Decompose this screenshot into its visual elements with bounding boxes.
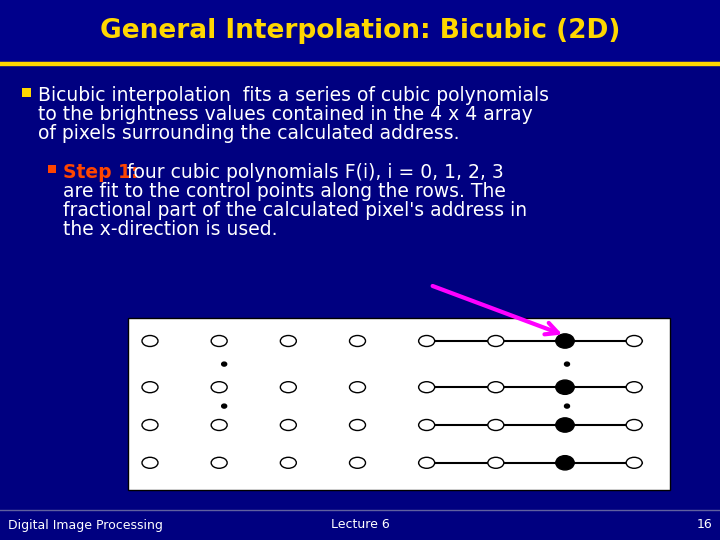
Ellipse shape bbox=[280, 335, 297, 347]
Ellipse shape bbox=[418, 335, 435, 347]
Ellipse shape bbox=[488, 382, 504, 393]
Bar bbox=[22, 88, 31, 97]
Text: fractional part of the calculated pixel's address in: fractional part of the calculated pixel'… bbox=[63, 201, 527, 220]
Bar bbox=[128, 318, 670, 490]
Text: Step 1:: Step 1: bbox=[63, 163, 138, 182]
Ellipse shape bbox=[556, 456, 575, 470]
Ellipse shape bbox=[211, 335, 228, 347]
Ellipse shape bbox=[626, 457, 642, 468]
Ellipse shape bbox=[142, 382, 158, 393]
Ellipse shape bbox=[564, 362, 570, 366]
Ellipse shape bbox=[488, 457, 504, 468]
Ellipse shape bbox=[556, 334, 575, 348]
Ellipse shape bbox=[626, 335, 642, 347]
Ellipse shape bbox=[488, 420, 504, 430]
Ellipse shape bbox=[564, 404, 570, 408]
Ellipse shape bbox=[142, 457, 158, 468]
Text: are fit to the control points along the rows. The: are fit to the control points along the … bbox=[63, 182, 506, 201]
Text: to the brightness values contained in the 4 x 4 array: to the brightness values contained in th… bbox=[38, 105, 533, 124]
Ellipse shape bbox=[142, 420, 158, 430]
Text: Bicubic interpolation  fits a series of cubic polynomials: Bicubic interpolation fits a series of c… bbox=[38, 86, 549, 105]
Ellipse shape bbox=[211, 382, 228, 393]
Ellipse shape bbox=[418, 382, 435, 393]
Ellipse shape bbox=[418, 457, 435, 468]
Ellipse shape bbox=[280, 457, 297, 468]
Ellipse shape bbox=[211, 457, 228, 468]
Ellipse shape bbox=[349, 420, 366, 430]
Text: General Interpolation: Bicubic (2D): General Interpolation: Bicubic (2D) bbox=[100, 18, 620, 44]
Ellipse shape bbox=[626, 382, 642, 393]
Text: the x-direction is used.: the x-direction is used. bbox=[63, 220, 277, 239]
Ellipse shape bbox=[280, 420, 297, 430]
Ellipse shape bbox=[211, 420, 228, 430]
Ellipse shape bbox=[556, 418, 575, 432]
Bar bbox=[48, 165, 56, 173]
Ellipse shape bbox=[222, 404, 227, 408]
Ellipse shape bbox=[142, 335, 158, 347]
Text: four cubic polynomials F(i), i = 0, 1, 2, 3: four cubic polynomials F(i), i = 0, 1, 2… bbox=[121, 163, 504, 182]
Ellipse shape bbox=[280, 382, 297, 393]
Ellipse shape bbox=[418, 420, 435, 430]
Ellipse shape bbox=[349, 335, 366, 347]
Text: of pixels surrounding the calculated address.: of pixels surrounding the calculated add… bbox=[38, 124, 459, 143]
Ellipse shape bbox=[222, 362, 227, 366]
Text: 16: 16 bbox=[696, 518, 712, 531]
Ellipse shape bbox=[488, 335, 504, 347]
Text: Lecture 6: Lecture 6 bbox=[330, 518, 390, 531]
Ellipse shape bbox=[349, 457, 366, 468]
Ellipse shape bbox=[349, 382, 366, 393]
Bar bbox=[0, 0, 720, 62]
Ellipse shape bbox=[626, 420, 642, 430]
Ellipse shape bbox=[556, 380, 575, 394]
Text: Digital Image Processing: Digital Image Processing bbox=[8, 518, 163, 531]
